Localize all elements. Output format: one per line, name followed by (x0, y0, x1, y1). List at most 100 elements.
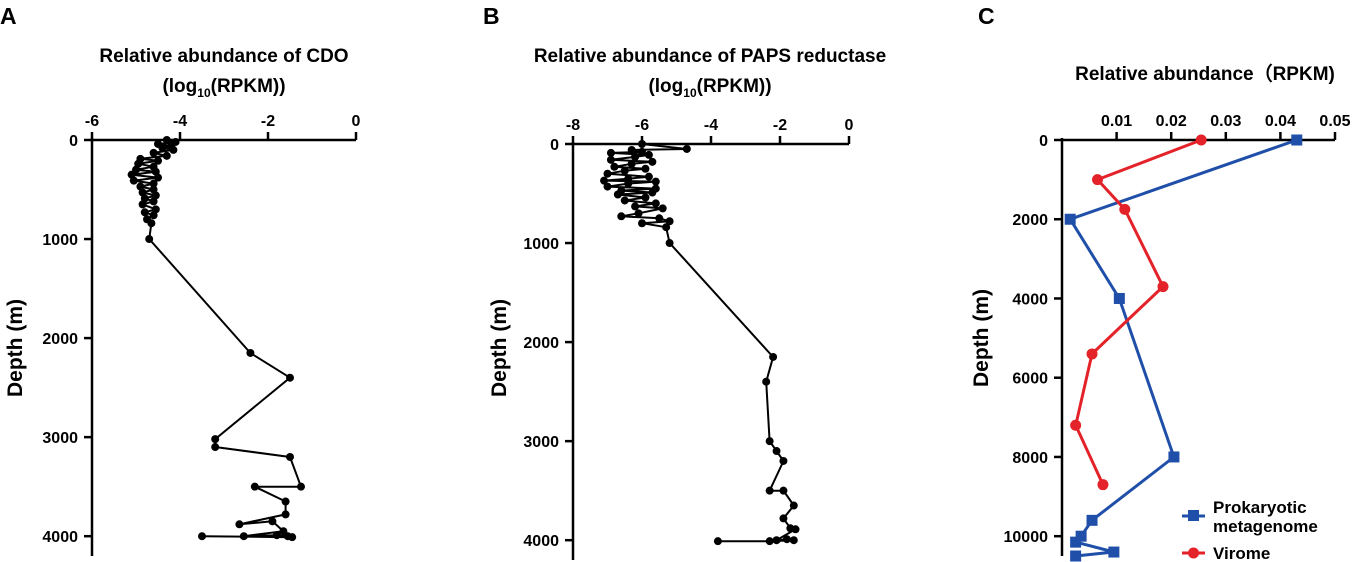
panel-c-virome-point (1086, 348, 1098, 360)
panel-c-virome-point (1091, 174, 1103, 186)
panel-c-prokaryotic-metagenome-point (1075, 530, 1087, 542)
panel-b-series-point (665, 239, 674, 248)
panel-a-series-point (198, 532, 206, 541)
panel-b-y-tick-label: 0 (550, 137, 559, 154)
panel-b-series-point (603, 169, 612, 178)
panel-b-x-tick-label: -4 (704, 117, 718, 134)
panel-a-y-tick-label: 1000 (42, 232, 78, 249)
panel-c-y-tick-label: 4000 (1012, 291, 1048, 308)
panel-a-plot: -6 -4 -2 0 0 1000 2000 3000 4000 (42, 113, 361, 556)
panel-c-x-tick-label: 0.04 (1265, 113, 1296, 130)
panel-b-series-point (662, 223, 671, 232)
panel-a-series-point (281, 510, 290, 519)
panel-b-series-point (665, 217, 674, 226)
panel-b-series-point (765, 537, 774, 546)
panel-b: B Relative abundance of PAPS reductase (… (483, 3, 886, 560)
panel-c-prokaryotic-metagenome-point (1070, 550, 1082, 562)
panel-a-series-point (129, 176, 138, 185)
panel-a-series-point (158, 143, 167, 152)
panel-b-y-tick-label: 3000 (523, 434, 559, 451)
panel-a-y-tick-label: 0 (69, 133, 78, 150)
panel-b-series-point (658, 204, 667, 213)
panel-c-letter: C (978, 3, 995, 29)
panel-b-title-post: (RPKM)) (697, 76, 772, 97)
panel-a-series-point (235, 520, 244, 529)
panel-a-series-point (154, 156, 162, 165)
panel-c-virome-point (1070, 419, 1082, 431)
panel-b-series-point (651, 177, 660, 186)
panel-c-virome-point (1195, 134, 1207, 146)
panel-a-series-point (268, 517, 277, 526)
panel-b-x-tick-label: -2 (773, 117, 787, 134)
panel-c-y-axis-label: Depth (m) (970, 289, 993, 387)
legend-prokaryotic-label-line2: metagenome (1213, 517, 1318, 536)
panel-a-series-point (145, 235, 154, 244)
panel-a-series-line (130, 139, 302, 539)
panel-c-y-tick-label: 0 (1039, 133, 1048, 150)
panel-c-prokaryotic-metagenome-point (1070, 536, 1082, 548)
panel-b-series-point (713, 537, 722, 546)
panel-a-series-point (272, 531, 281, 540)
panel-a-x-tick-label: -4 (173, 113, 187, 130)
panel-b-y-tick-label: 2000 (523, 335, 559, 352)
panel-a-y-tick-label: 3000 (42, 430, 78, 447)
panel-c-virome-line (1074, 138, 1202, 486)
panel-b-series-point (631, 152, 640, 161)
panel-c-prokaryotic-metagenome-point (1113, 292, 1125, 304)
panel-b-y-axis-label: Depth (m) (488, 299, 511, 397)
panel-a-series-point (149, 211, 158, 220)
panel-b-title-pre: (log (648, 76, 683, 97)
panel-b-series-point (682, 144, 691, 153)
panel-b-y-tick-label: 1000 (523, 236, 559, 253)
panel-a-series-point (154, 173, 162, 182)
panel-a-series-point (297, 482, 305, 491)
legend-prokaryotic-square-marker (1188, 510, 1199, 521)
panel-c-virome-point (1119, 203, 1131, 215)
panel-b-series-line (603, 143, 797, 543)
panel-b-title-sub: 10 (683, 86, 697, 100)
panel-b-series-point (769, 352, 778, 361)
panel-b-series-point (779, 456, 788, 465)
panel-b-series-point (617, 212, 626, 221)
panel-b-series-point (779, 514, 788, 523)
panel-c-prokaryotic-metagenome-point (1291, 134, 1303, 146)
panel-b-series-point (627, 145, 636, 154)
panel-a-series-point (162, 151, 171, 160)
panel-b-series-point (606, 148, 615, 157)
panel-a-series-point (211, 443, 220, 452)
panel-a-series-point (286, 373, 294, 382)
panel-a-title-sub: 10 (197, 86, 211, 100)
panel-c-x-tick-label: 0.02 (1156, 113, 1187, 130)
panel-b-x-tick-label: -6 (635, 117, 649, 134)
panel-c-virome-point (1097, 479, 1109, 491)
panel-c-y-tick-label: 6000 (1012, 371, 1048, 388)
panel-a-series-point (149, 197, 158, 206)
panel-b-series-point (644, 172, 653, 181)
panel-b-title-line2: (log10(RPKM)) (648, 76, 771, 100)
panel-c-y-tick-label: 8000 (1012, 450, 1048, 467)
panel-c-title: Relative abundance（RPKM) (1075, 62, 1335, 85)
panel-a-y-axis-label: Depth (m) (4, 299, 27, 397)
panel-b-series-point (606, 155, 615, 164)
panel-a-series-point (286, 452, 294, 461)
panel-a-series-point (149, 179, 158, 188)
panel-a-series-point (149, 148, 158, 157)
panel-b-title-line1: Relative abundance of PAPS reductase (534, 46, 886, 67)
panel-a-y-tick-label: 2000 (42, 331, 78, 348)
panel-b-series-point (644, 150, 653, 159)
panel-b-series-point (762, 377, 771, 386)
panel-a-series-point (288, 533, 297, 542)
panel-b-x-tick-label: 0 (845, 117, 854, 134)
panel-b-series-point (791, 525, 800, 534)
panel-b-plot: -8 -6 -4 -2 0 0 1000 2000 3000 4000 (523, 117, 854, 560)
panel-b-series-point (603, 182, 612, 191)
panel-a-series-point (246, 348, 255, 357)
panel-b-series-point (613, 190, 622, 199)
panel-b-series-point (648, 188, 657, 197)
panel-b-series-point (765, 437, 774, 446)
panel-a-series-point (138, 200, 147, 209)
panel-a-series-point (281, 497, 290, 506)
panel-b-series-point (655, 214, 664, 223)
panel-a-series-point (250, 482, 259, 491)
